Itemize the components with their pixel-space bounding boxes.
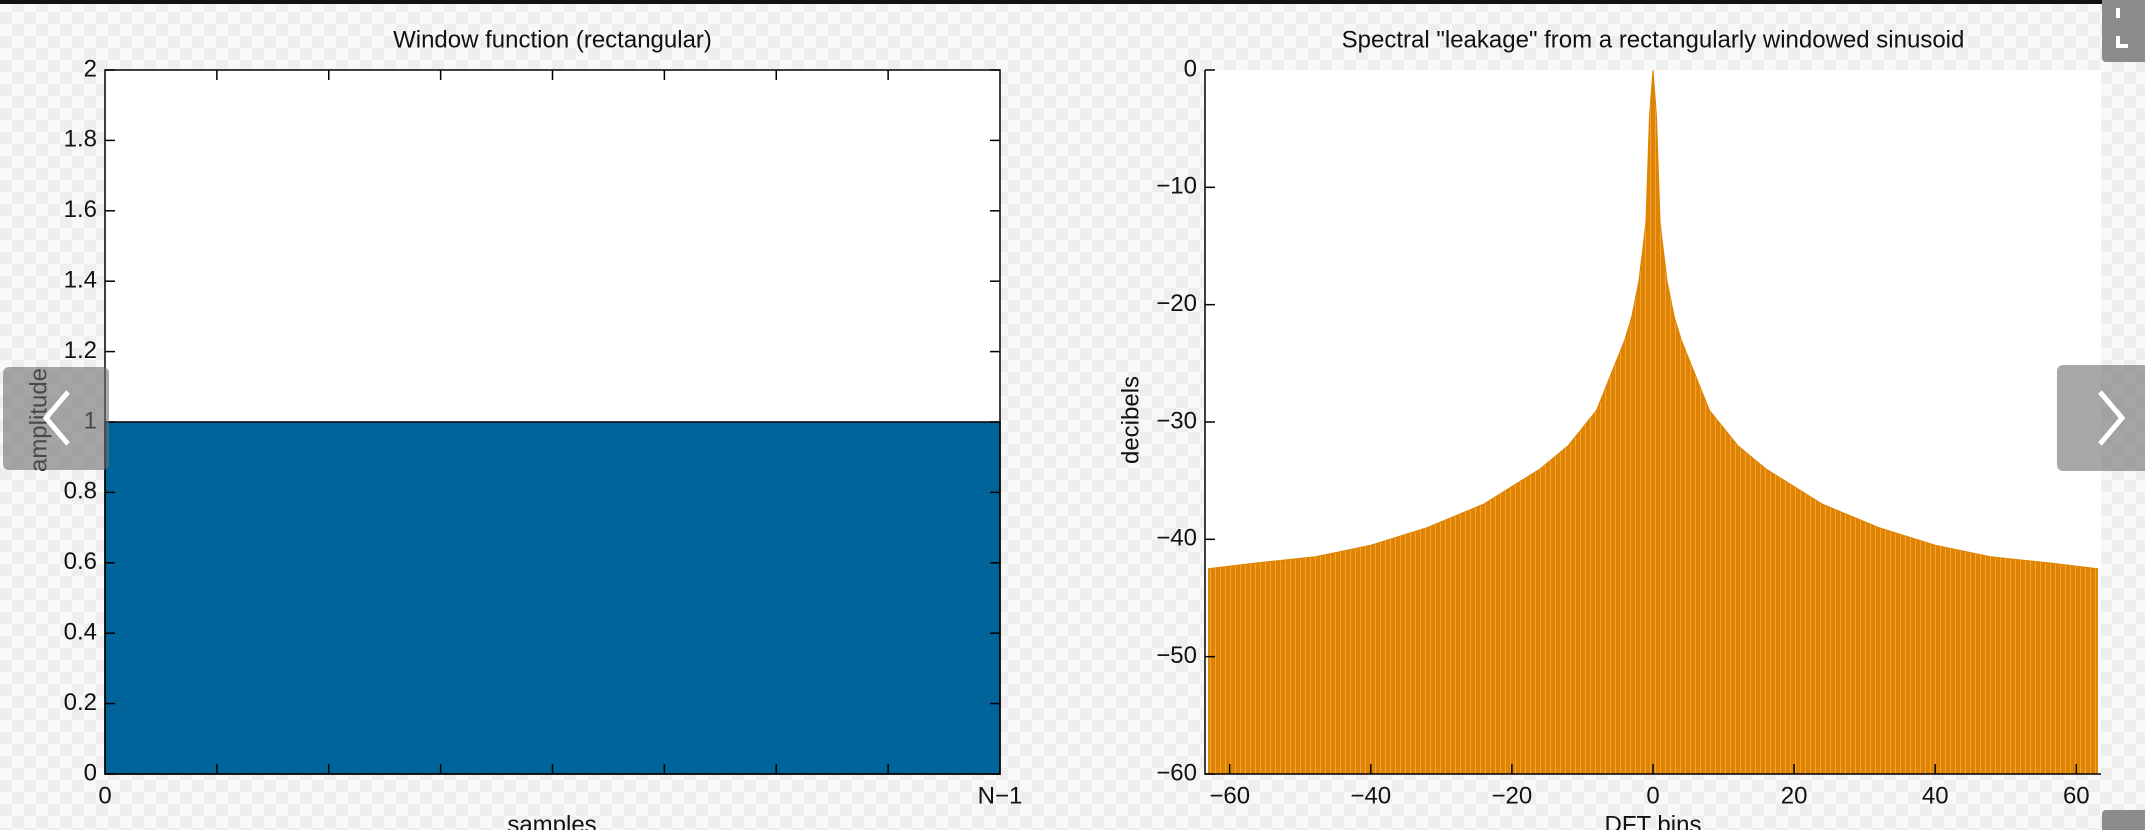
x-tick-label: 20 [1781, 782, 1808, 809]
y-tick-label: 0.8 [64, 478, 97, 505]
y-tick-label: 1.6 [64, 196, 97, 223]
x-tick-label: N−1 [978, 782, 1023, 809]
area [1208, 69, 2098, 775]
y-tick-label: 1.8 [64, 126, 97, 153]
y-tick-label: 0 [84, 759, 97, 786]
y-tick-label: 0.4 [64, 619, 97, 646]
chevron-left[interactable] [42, 390, 70, 446]
fullscreen-button[interactable] [2102, 0, 2145, 62]
x-tick-label: 40 [1922, 782, 1949, 809]
prev-button[interactable] [3, 367, 109, 470]
y-tick-label: −30 [1156, 407, 1197, 434]
x-tick-label: −60 [1209, 782, 1250, 809]
y-tick-label: −20 [1156, 290, 1197, 317]
x-tick-label: 0 [98, 782, 111, 809]
x-tick-label: 60 [2063, 782, 2090, 809]
chevron-right[interactable] [2098, 390, 2126, 446]
x-axis-label: DFT bins [1605, 811, 1702, 830]
y-tick-label: 1.2 [64, 337, 97, 364]
y-tick-label: 2 [84, 55, 97, 82]
next-button[interactable] [2057, 365, 2145, 471]
y-tick-label: 0 [1184, 55, 1197, 82]
x-tick-label: −20 [1492, 782, 1533, 809]
x-tick-label: −40 [1350, 782, 1391, 809]
top-bar [0, 0, 2145, 4]
x-tick-label: 0 [1646, 782, 1659, 809]
chart-title: Window function (rectangular) [393, 26, 712, 53]
y-axis-label: decibels [1117, 376, 1144, 464]
button-bg[interactable] [3, 367, 109, 470]
y-tick-label: −60 [1156, 759, 1197, 786]
x-axis-label: samples [507, 811, 596, 830]
info-button[interactable] [2102, 810, 2145, 830]
y-tick-label: −50 [1156, 642, 1197, 669]
fullscreen-icon [2116, 8, 2128, 48]
y-tick-label: 1.4 [64, 267, 97, 294]
chart-title: Spectral "leakage" from a rectangularly … [1342, 26, 1965, 53]
button-bg[interactable] [2057, 365, 2145, 471]
y-tick-label: −40 [1156, 525, 1197, 552]
y-tick-label: −10 [1156, 173, 1197, 200]
area [104, 421, 1001, 775]
y-tick-label: 0.2 [64, 689, 97, 716]
y-tick-label: 0.6 [64, 548, 97, 575]
